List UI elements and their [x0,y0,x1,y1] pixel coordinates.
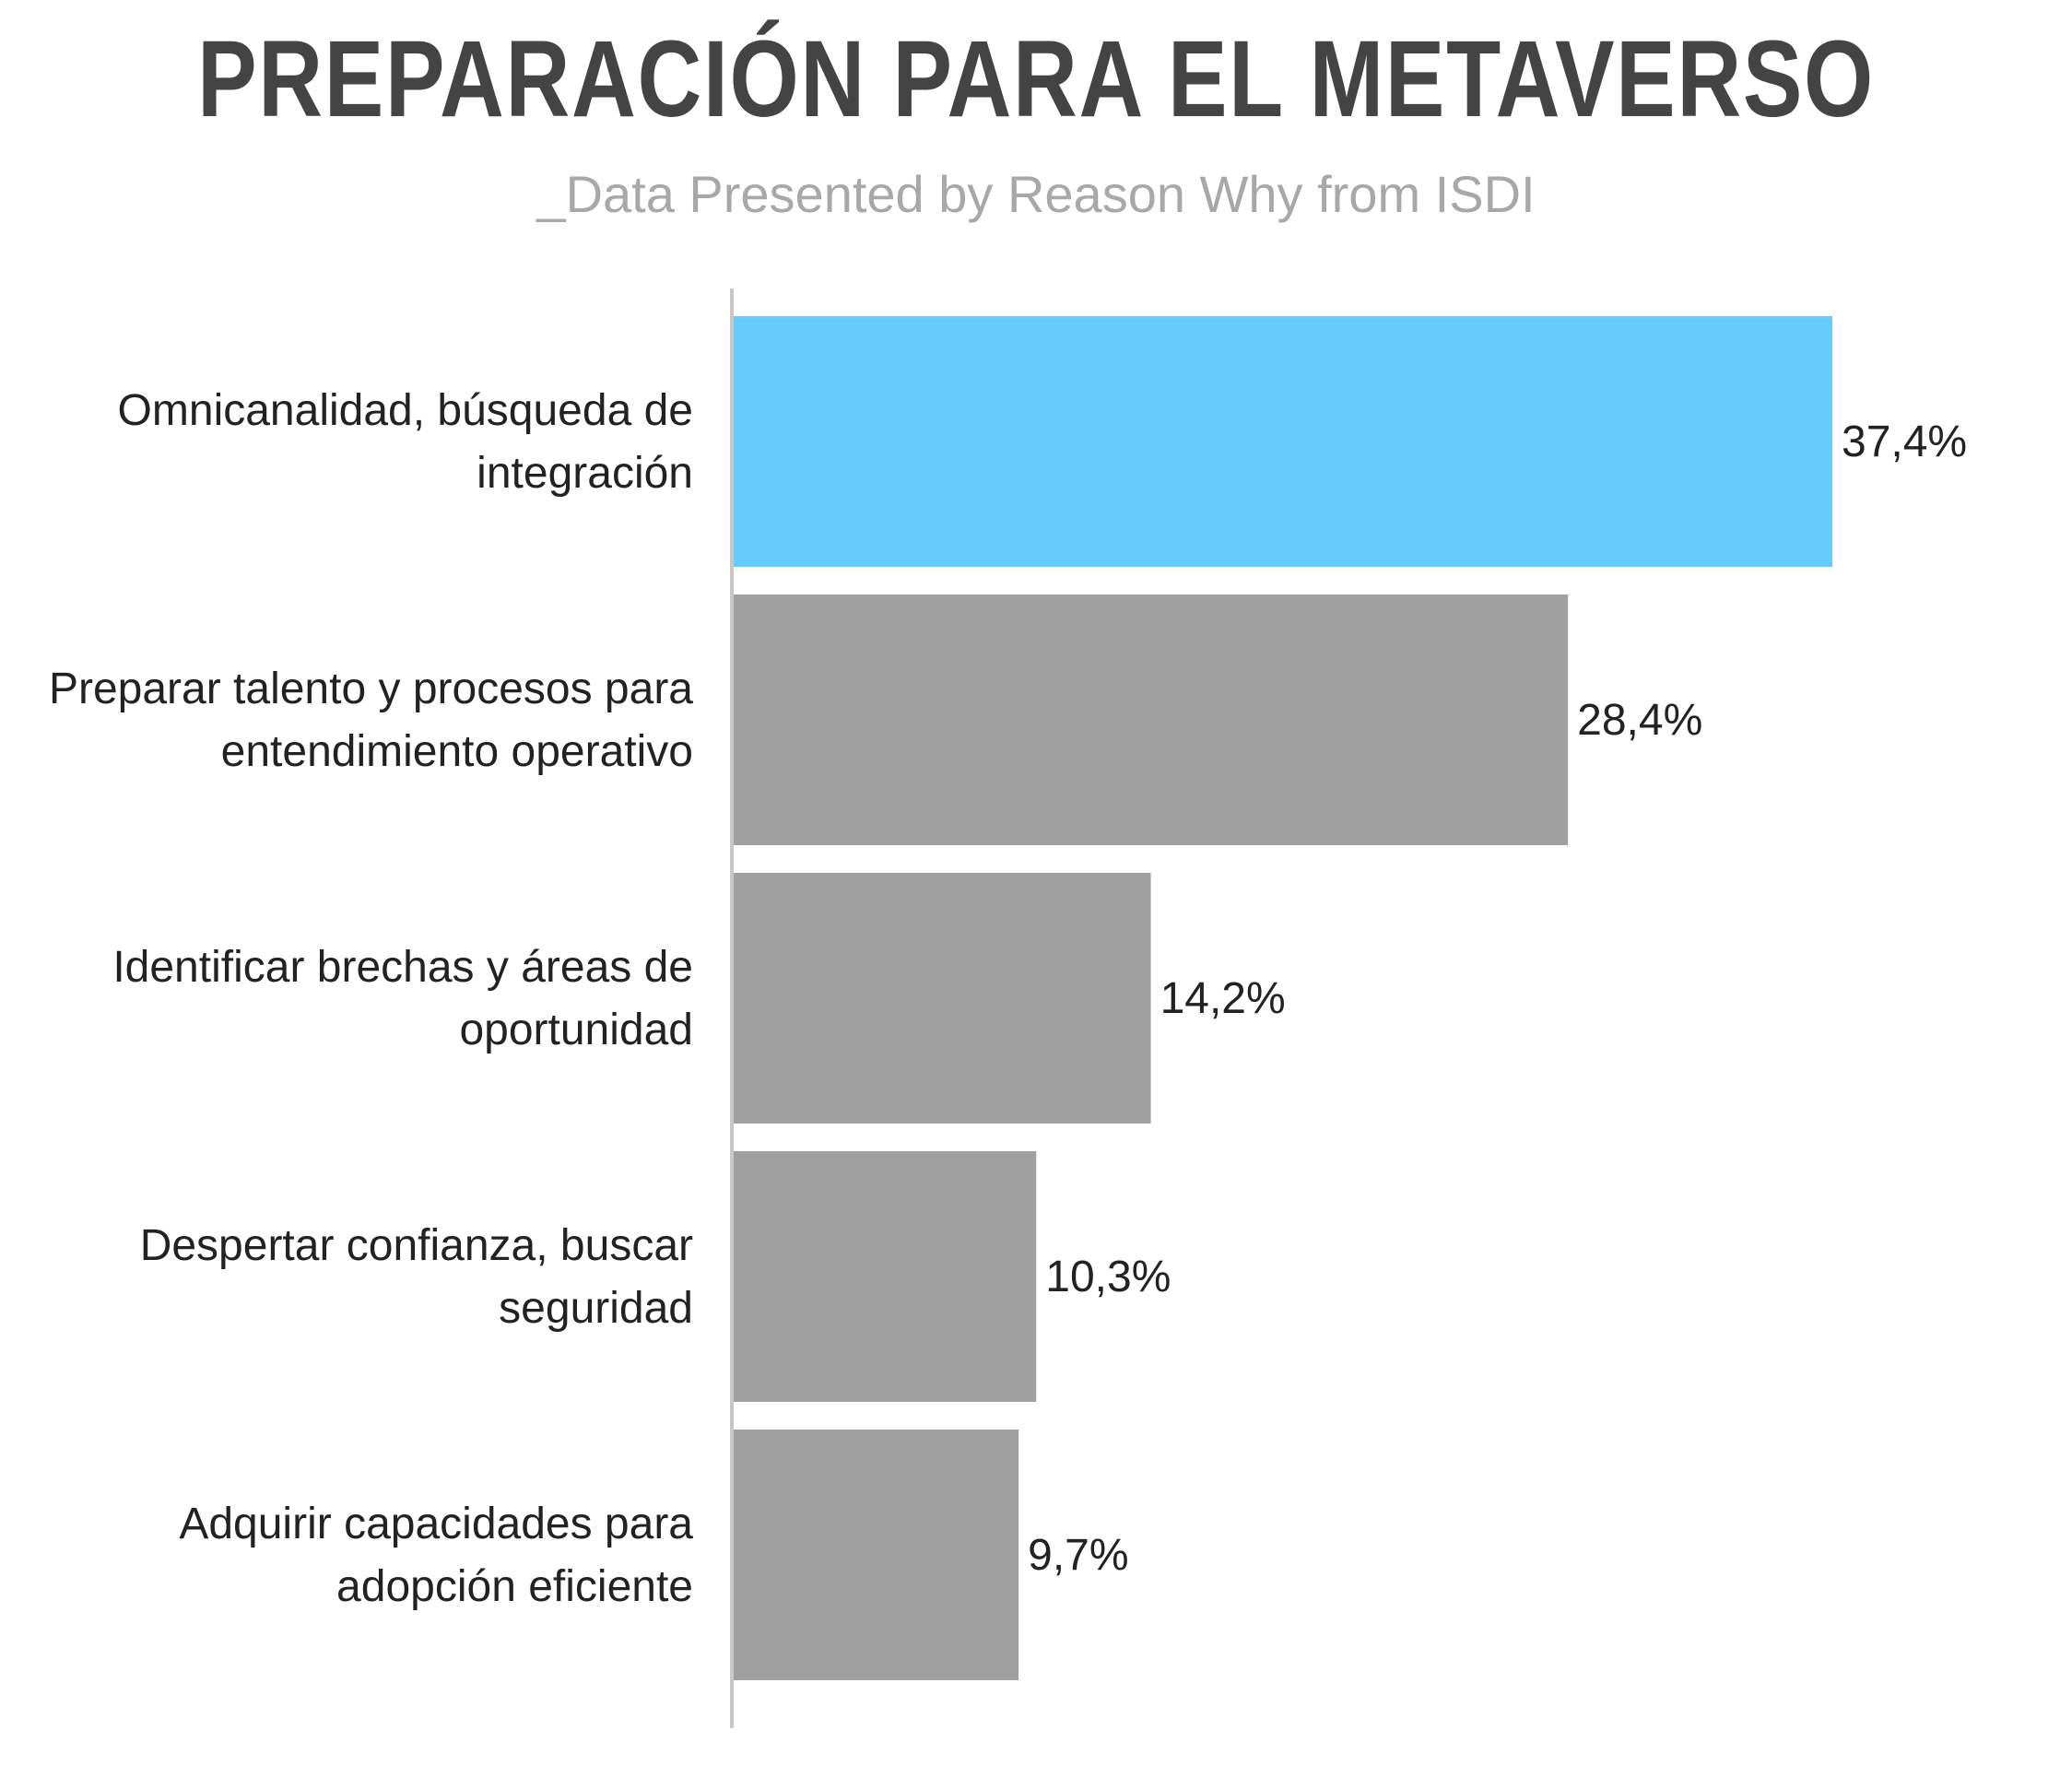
value-label-4: 10,3% [1045,1253,1171,1301]
category-label-2: Preparar talento y procesos para entendim… [49,665,693,776]
chart-subtitle: _Data Presented by Reason Why from ISDI [536,165,1536,223]
bar-1 [734,316,1832,567]
bar-2 [734,594,1569,845]
chart-title: PREPARACIÓN PARA EL METAVERSO [197,18,1875,140]
value-label-1: 37,4% [1842,418,1967,466]
category-label-5: Adquirir capacidades para adopción eficie… [179,1500,693,1611]
category-label-4: Despertar confianza, buscar seguridad [140,1221,693,1333]
category-label-1: Omnicanalidad, búsqueda de integración [118,386,693,498]
category-label-3: Identificar brechas y áreas de oportunida… [112,943,693,1054]
bar-5 [734,1430,1019,1680]
value-label-3: 14,2% [1160,974,1286,1023]
bar-4 [734,1151,1037,1402]
bar-3 [734,873,1151,1124]
value-label-5: 9,7% [1028,1531,1128,1580]
value-label-2: 28,4% [1577,696,1702,745]
